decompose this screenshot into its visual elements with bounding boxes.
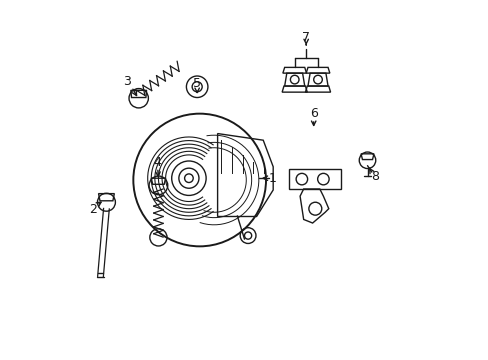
Text: 3: 3 [122, 75, 131, 88]
Text: 1: 1 [268, 172, 276, 185]
Text: 5: 5 [193, 77, 201, 90]
Text: 7: 7 [302, 31, 309, 44]
Text: 2: 2 [89, 203, 97, 216]
Text: 6: 6 [309, 107, 317, 120]
Text: 4: 4 [153, 156, 162, 168]
Text: 8: 8 [370, 170, 379, 183]
